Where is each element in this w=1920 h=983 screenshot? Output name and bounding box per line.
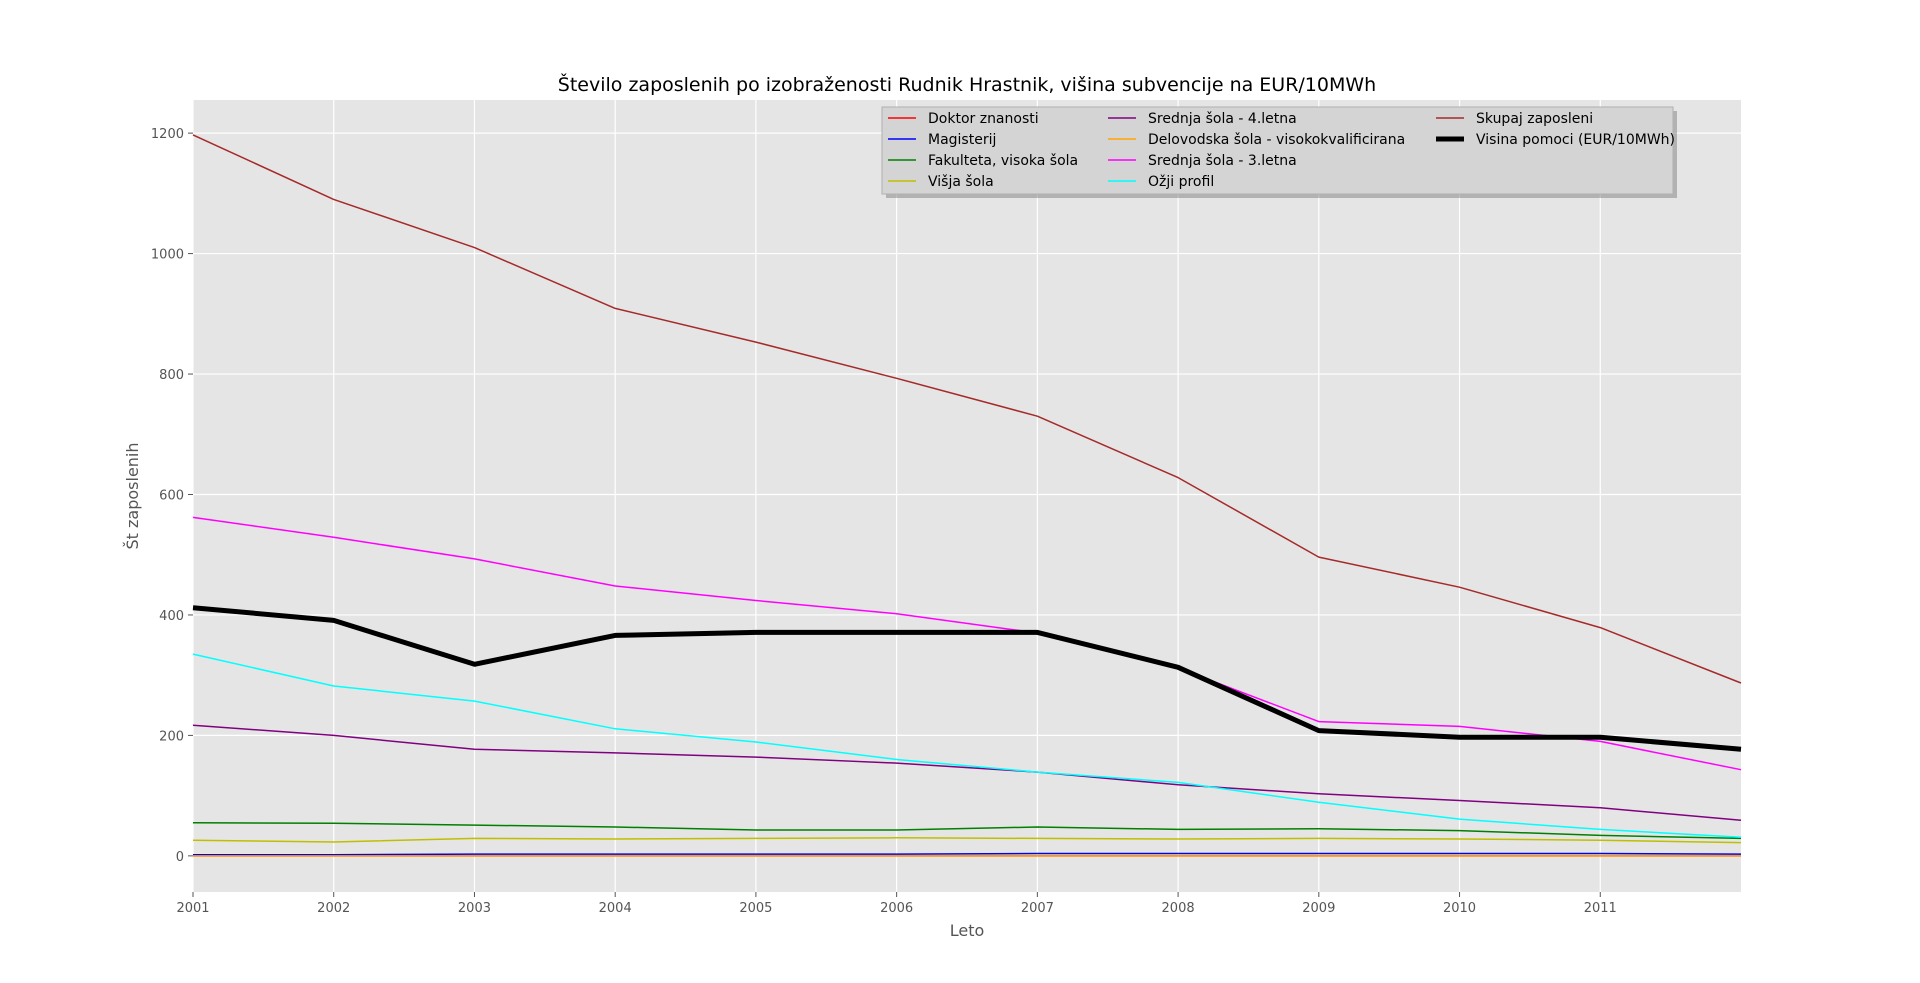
y-axis-ticks: 0 200 400 600 800 1000 1200 xyxy=(151,127,193,865)
series-line-7 xyxy=(192,653,1742,838)
x-tick-label: 2008 xyxy=(1162,901,1195,916)
legend-label: Visina pomoci (EUR/10MWh) xyxy=(1476,132,1675,148)
x-tick-label: 2003 xyxy=(458,901,491,916)
legend: Doktor znanosti Magisterij Fakulteta, viso… xyxy=(881,106,1677,198)
legend-label: Doktor znanosti xyxy=(928,111,1039,127)
x-tick-label: 2006 xyxy=(880,901,913,916)
x-axis-label: Leto xyxy=(950,921,985,940)
x-tick-label: 2002 xyxy=(317,901,350,916)
y-tick-label: 0 xyxy=(176,850,184,865)
y-tick-label: 600 xyxy=(159,488,184,503)
x-tick-label: 2007 xyxy=(1021,901,1054,916)
legend-label: Srednja šola - 4.letna xyxy=(1148,111,1297,127)
legend-label: Višja šola xyxy=(928,174,994,190)
series-line-8 xyxy=(192,134,1742,684)
legend-label: Ožji profil xyxy=(1148,174,1214,190)
legend-label: Fakulteta, visoka šola xyxy=(928,153,1078,169)
legend-label: Magisterij xyxy=(928,132,996,148)
x-tick-label: 2011 xyxy=(1584,901,1617,916)
y-tick-label: 1200 xyxy=(151,127,184,142)
series-line-1 xyxy=(193,852,1742,856)
y-tick-label: 800 xyxy=(159,368,184,383)
legend-box xyxy=(881,106,1674,195)
x-tick-label: 2010 xyxy=(1443,901,1476,916)
series-line-4 xyxy=(192,724,1742,822)
x-tick-label: 2009 xyxy=(1302,901,1335,916)
x-tick-label: 2005 xyxy=(739,901,772,916)
x-tick-label: 2004 xyxy=(599,901,632,916)
series-line-2 xyxy=(192,821,1742,840)
series-line-6 xyxy=(192,516,1742,771)
x-tick-label: 2001 xyxy=(176,901,209,916)
x-axis-ticks: 2001 2002 2003 2004 2005 2006 2007 2008 2009 2010… xyxy=(176,892,1617,916)
y-axis-label: Št zaposlenih xyxy=(123,442,142,549)
series-lines xyxy=(192,134,1742,857)
legend-label: Delovodska šola - visokokvalificirana xyxy=(1148,132,1405,148)
y-tick-label: 1000 xyxy=(151,248,184,263)
series-line-9 xyxy=(192,605,1742,752)
y-tick-label: 400 xyxy=(159,609,184,624)
plot-area xyxy=(193,100,1741,892)
chart-title: Število zaposlenih po izobraženosti Rudn… xyxy=(558,72,1376,96)
legend-label: Skupaj zaposleni xyxy=(1476,111,1593,127)
legend-label: Srednja šola - 3.letna xyxy=(1148,153,1297,169)
y-tick-label: 200 xyxy=(159,729,184,744)
series-line-3 xyxy=(192,837,1742,844)
